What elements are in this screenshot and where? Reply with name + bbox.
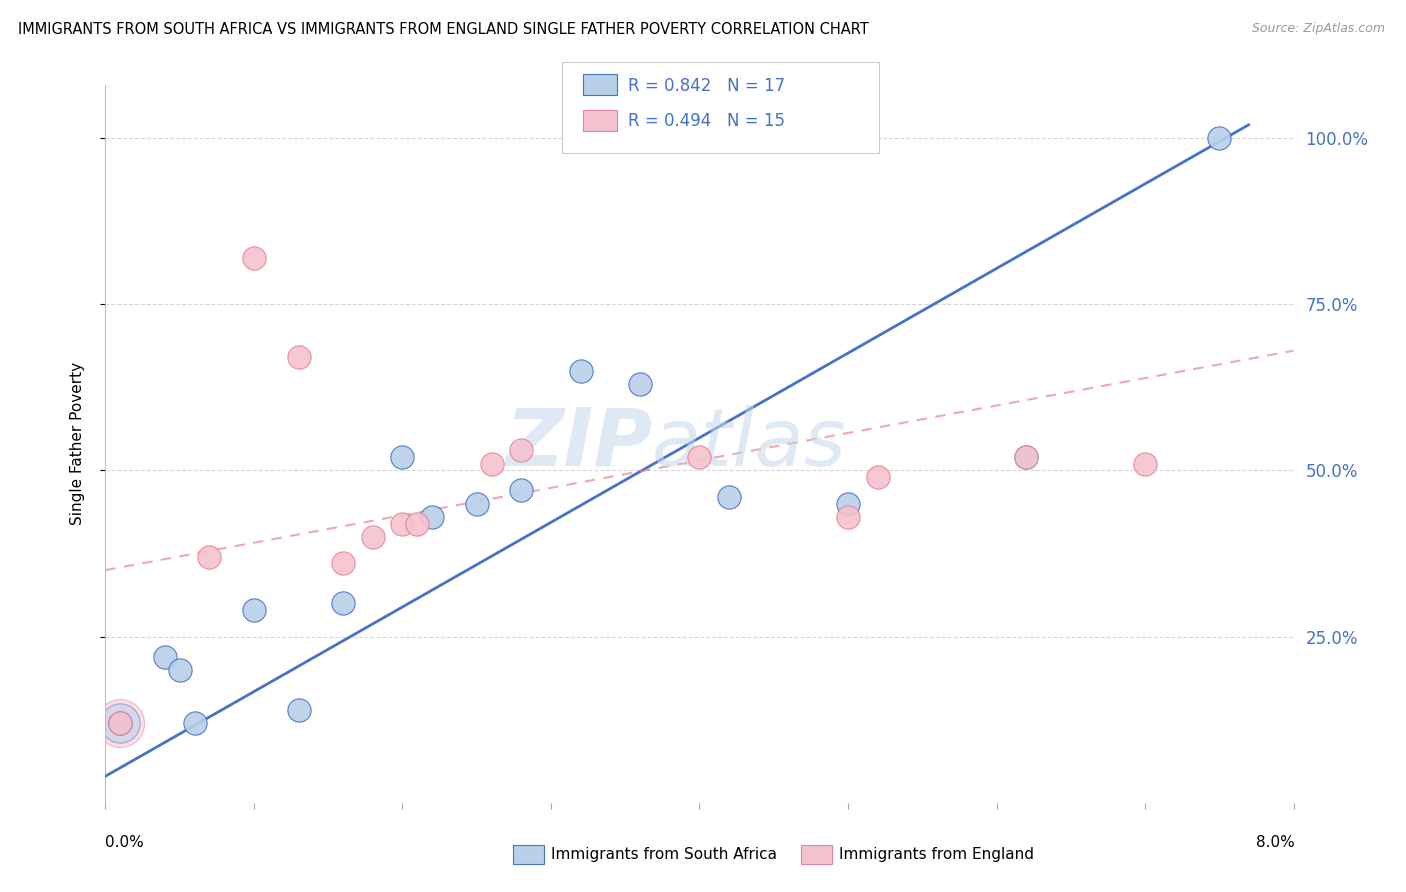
Text: Source: ZipAtlas.com: Source: ZipAtlas.com (1251, 22, 1385, 36)
Text: Immigrants from England: Immigrants from England (839, 847, 1035, 862)
Point (361, 530, 384, 544)
Point (569, 364, 592, 378)
Text: atlas: atlas (652, 405, 846, 483)
Point (1015, 450, 1038, 464)
Point (243, 251, 266, 265)
Y-axis label: Single Father Poverty: Single Father Poverty (70, 362, 84, 525)
Point (110, 716, 132, 731)
Point (689, 450, 711, 464)
Point (628, 376, 651, 391)
Point (837, 509, 859, 524)
Text: 8.0%: 8.0% (1256, 836, 1295, 850)
Text: R = 0.842   N = 17: R = 0.842 N = 17 (628, 77, 786, 95)
Point (510, 483, 533, 498)
Point (481, 457, 503, 471)
Point (406, 516, 429, 531)
Point (110, 716, 132, 731)
Point (718, 490, 741, 504)
Text: 0.0%: 0.0% (105, 836, 145, 850)
Point (1015, 450, 1038, 464)
Text: Immigrants from South Africa: Immigrants from South Africa (551, 847, 778, 862)
Point (510, 443, 533, 458)
Point (837, 497, 859, 511)
Point (110, 716, 132, 731)
Point (287, 703, 309, 717)
Point (1208, 131, 1230, 145)
Point (169, 663, 191, 677)
Point (420, 509, 443, 524)
Point (1133, 457, 1156, 471)
Text: R = 0.494   N = 15: R = 0.494 N = 15 (628, 112, 786, 130)
Point (110, 716, 132, 731)
Point (153, 649, 176, 664)
Point (287, 351, 309, 365)
Text: ZIP: ZIP (505, 405, 652, 483)
Point (332, 596, 354, 610)
Point (332, 557, 354, 571)
Point (198, 549, 221, 564)
Text: IMMIGRANTS FROM SOUTH AFRICA VS IMMIGRANTS FROM ENGLAND SINGLE FATHER POVERTY CO: IMMIGRANTS FROM SOUTH AFRICA VS IMMIGRAN… (18, 22, 869, 37)
Point (391, 450, 413, 464)
Point (465, 497, 488, 511)
Point (391, 516, 413, 531)
Point (866, 470, 889, 484)
Point (243, 603, 266, 617)
Point (183, 716, 205, 731)
